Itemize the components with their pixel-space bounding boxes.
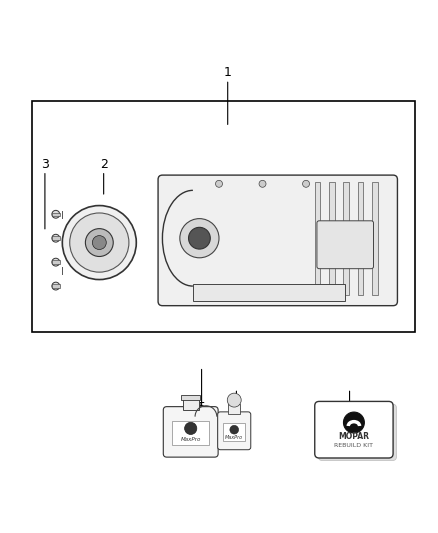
Bar — [52, 261, 60, 264]
Bar — [343, 182, 349, 295]
Text: 6: 6 — [346, 401, 353, 415]
Bar — [315, 182, 321, 295]
Circle shape — [343, 412, 364, 433]
Circle shape — [52, 235, 60, 242]
Bar — [52, 213, 60, 216]
Circle shape — [188, 228, 210, 249]
Bar — [228, 403, 240, 415]
FancyBboxPatch shape — [158, 175, 397, 305]
Text: 2: 2 — [100, 158, 108, 171]
Bar — [329, 182, 335, 295]
FancyBboxPatch shape — [218, 412, 251, 450]
Circle shape — [52, 211, 60, 218]
Circle shape — [185, 422, 197, 434]
Bar — [183, 399, 198, 410]
Bar — [52, 237, 60, 240]
Bar — [193, 284, 345, 301]
Circle shape — [62, 206, 136, 279]
Text: REBUILD KIT: REBUILD KIT — [335, 442, 374, 448]
Text: MaxPro: MaxPro — [225, 434, 243, 440]
Circle shape — [215, 180, 223, 187]
Circle shape — [52, 282, 60, 290]
FancyBboxPatch shape — [318, 404, 396, 461]
Bar — [223, 423, 245, 441]
Circle shape — [303, 180, 310, 187]
Text: MOPAR: MOPAR — [339, 432, 369, 441]
Circle shape — [259, 180, 266, 187]
Circle shape — [230, 425, 239, 434]
Text: 5: 5 — [198, 401, 205, 415]
Bar — [181, 395, 200, 400]
Bar — [32, 101, 415, 332]
Circle shape — [92, 236, 106, 249]
Circle shape — [227, 393, 241, 407]
Text: 1: 1 — [224, 66, 232, 79]
Bar — [372, 182, 378, 295]
Bar — [358, 182, 364, 295]
Text: MaxPro: MaxPro — [180, 437, 201, 442]
Text: 4: 4 — [233, 401, 240, 415]
FancyBboxPatch shape — [315, 401, 393, 458]
FancyBboxPatch shape — [163, 407, 218, 457]
Bar — [52, 284, 60, 288]
Bar — [172, 421, 209, 445]
Circle shape — [85, 229, 113, 256]
Text: 3: 3 — [41, 158, 49, 171]
Circle shape — [52, 258, 60, 266]
FancyBboxPatch shape — [317, 221, 374, 269]
Circle shape — [70, 213, 129, 272]
Circle shape — [180, 219, 219, 258]
